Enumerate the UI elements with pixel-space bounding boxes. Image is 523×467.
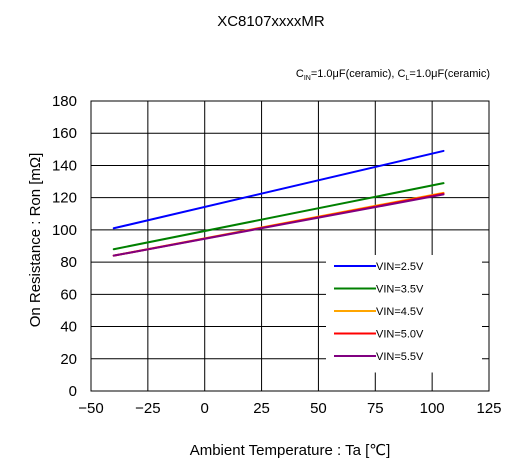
y-tick-label: 100: [52, 222, 77, 239]
y-tick-label: 180: [52, 93, 77, 110]
legend-entry: VIN=5.5V: [376, 351, 424, 363]
y-tick-label: 140: [52, 157, 77, 174]
grid: [91, 101, 489, 391]
x-axis-label: Ambient Temperature : Ta [℃]: [190, 442, 391, 459]
x-tick-label: 25: [253, 400, 270, 417]
legend-entry: VIN=4.5V: [376, 306, 424, 318]
y-axis-label: On Resistance : Ron [mΩ]: [27, 153, 44, 328]
legend-box: [326, 255, 482, 373]
chart-subtitle: CIN=1.0μF(ceramic), CL=1.0μF(ceramic): [296, 68, 490, 82]
series-line-5: [112, 193, 445, 257]
y-tick-label: 0: [69, 383, 77, 400]
x-tick-label: −25: [135, 400, 160, 417]
y-tick-label: 20: [60, 351, 77, 368]
y-tick-label: 80: [60, 254, 77, 271]
x-tick-label: 125: [476, 400, 501, 417]
y-tick-label: 160: [52, 125, 77, 142]
x-tick-label: 0: [201, 400, 209, 417]
x-tick-label: −50: [78, 400, 103, 417]
x-tick-labels: −50 −25 0 25 50 75 100 125: [78, 400, 501, 417]
y-tick-label: 120: [52, 190, 77, 207]
y-tick-label: 40: [60, 319, 77, 336]
series-lines: [112, 149, 445, 257]
series-line-1: [112, 149, 445, 230]
chart-title: XC8107xxxxMR: [217, 13, 325, 30]
y-tick-labels: 0 20 40 60 80 100 120 140 160 180: [52, 93, 77, 400]
legend: VIN=2.5V VIN=3.5V VIN=4.5V VIN=5.0V VIN=5.5V: [326, 255, 482, 373]
legend-entry: VIN=5.0V: [376, 329, 424, 341]
x-tick-label: 50: [310, 400, 327, 417]
legend-entry: VIN=3.5V: [376, 284, 424, 296]
x-tick-label: 100: [420, 400, 445, 417]
series-line-2: [112, 182, 445, 251]
x-tick-label: 75: [367, 400, 384, 417]
y-tick-label: 60: [60, 286, 77, 303]
legend-entry: VIN=2.5V: [376, 261, 424, 273]
plot-area-frame: [90, 100, 490, 392]
